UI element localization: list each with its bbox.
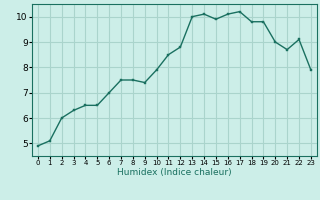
X-axis label: Humidex (Indice chaleur): Humidex (Indice chaleur): [117, 168, 232, 177]
